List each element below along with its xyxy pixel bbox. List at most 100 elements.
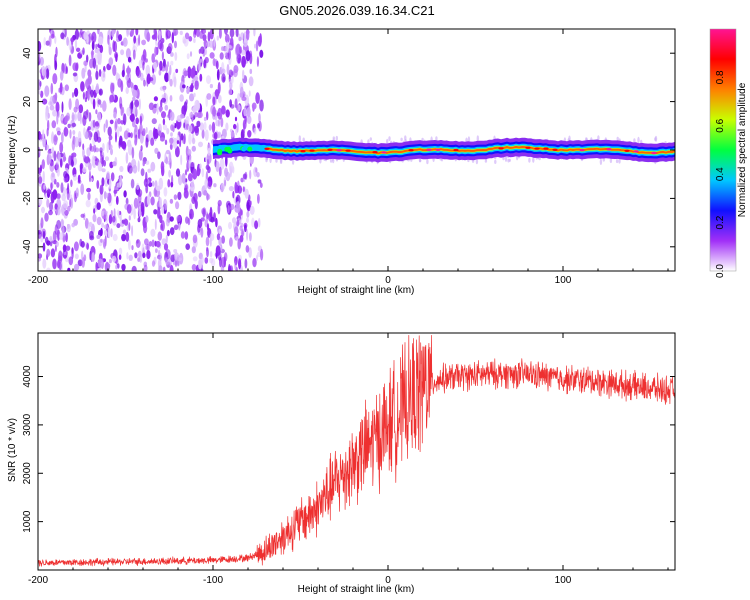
noise-speckle-dot — [101, 222, 105, 228]
noise-speckle-dot — [206, 223, 210, 231]
noise-speckle-dot — [156, 102, 159, 115]
noise-speckle-dot — [215, 217, 218, 228]
noise-speckle-dot — [75, 47, 81, 52]
noise-speckle-dot — [54, 60, 58, 71]
noise-speckle-dot — [94, 125, 99, 132]
noise-speckle-dot — [173, 29, 179, 36]
noise-speckle-dot — [98, 36, 104, 46]
noise-speckle-dot — [245, 50, 251, 62]
noise-speckle-dot — [245, 245, 250, 253]
noise-speckle-dot — [110, 228, 113, 238]
noise-speckle-dot — [256, 56, 259, 67]
noise-speckle-dot — [239, 86, 244, 98]
noise-speckle-dot — [233, 69, 238, 78]
noise-speckle-dot — [248, 76, 254, 87]
noise-speckle-dot — [90, 132, 93, 138]
band-onset-blob — [217, 148, 223, 154]
noise-speckle-dot — [95, 261, 98, 271]
noise-speckle-dot — [204, 56, 209, 64]
noise-speckle-dot — [44, 212, 49, 222]
noise-speckle-dot — [93, 208, 96, 214]
noise-speckle-dot — [52, 230, 57, 242]
noise-speckle-dot — [182, 39, 187, 44]
noise-speckle-dot — [80, 183, 85, 195]
noise-speckle-dot — [163, 87, 166, 92]
noise-speckle-dot — [125, 48, 131, 59]
noise-speckle-dot — [107, 34, 110, 46]
colorbar-tick-label: 0.0 — [715, 264, 726, 278]
noise-speckle-dot — [213, 131, 218, 140]
noise-speckle-dot — [56, 219, 61, 230]
noise-speckle-dot — [84, 97, 87, 103]
noise-speckle-dot — [169, 111, 175, 121]
noise-speckle-dot — [95, 70, 99, 81]
noise-speckle-dot — [142, 49, 147, 61]
noise-speckle-dot — [248, 247, 252, 258]
noise-speckle-dot — [126, 204, 132, 214]
x-tick-label: -200 — [28, 575, 48, 586]
noise-speckle-dot — [112, 233, 118, 242]
noise-speckle-dot — [242, 186, 245, 193]
noise-speckle-dot — [38, 197, 43, 206]
snr-ticks: -200 -100 0 100 1000 2000 3000 4000 — [22, 333, 675, 586]
noise-speckle-dot — [51, 131, 54, 140]
noise-speckle-dot — [50, 82, 54, 95]
noise-speckle-dot — [45, 109, 49, 121]
band-peak — [525, 146, 531, 149]
noise-speckle-dot — [49, 161, 55, 173]
noise-speckle-dot — [51, 120, 57, 129]
noise-speckle-dot — [259, 49, 264, 59]
noise-speckle-dot — [185, 116, 190, 124]
noise-speckle-dot — [62, 235, 66, 242]
noise-speckle-dot — [38, 50, 41, 63]
noise-speckle-dot — [134, 90, 138, 98]
noise-speckle-dot — [246, 107, 251, 118]
noise-speckle-dot — [249, 232, 252, 242]
noise-speckle-dot — [160, 223, 163, 231]
noise-speckle-dot — [74, 38, 78, 50]
noise-speckle-dot — [56, 182, 60, 188]
noise-speckle-dot — [221, 235, 226, 244]
noise-speckle-dot — [128, 215, 131, 221]
noise-speckle-dot — [233, 226, 239, 236]
noise-speckle-dot — [103, 160, 106, 167]
colorbar-gradient — [710, 29, 736, 271]
noise-speckle-dot — [96, 234, 101, 239]
noise-speckle-dot — [494, 159, 497, 164]
noise-speckle-dot — [196, 120, 201, 128]
noise-speckle-dot — [164, 199, 168, 211]
noise-speckle-dot — [70, 179, 73, 188]
noise-speckle-dot — [597, 135, 600, 142]
noise-speckle-dot — [255, 40, 259, 52]
noise-speckle-dot — [134, 137, 138, 146]
noise-speckle-dot — [126, 107, 131, 117]
noise-speckle-dot — [157, 40, 163, 50]
band-peak — [426, 148, 432, 151]
noise-speckle-dot — [169, 95, 173, 102]
noise-speckle-dot — [212, 58, 216, 67]
x-tick-label: 0 — [385, 275, 391, 286]
noise-speckle-dot — [70, 153, 74, 162]
noise-speckle-dot — [150, 161, 156, 172]
noise-speckle-dot — [202, 207, 207, 217]
noise-speckle-dot — [208, 40, 214, 48]
noise-speckle-dot — [55, 164, 59, 170]
noise-speckle-dot — [71, 222, 75, 228]
noise-speckle-dot — [194, 112, 199, 118]
noise-speckle-dot — [73, 241, 79, 252]
noise-speckle-dot — [225, 109, 230, 118]
noise-speckle-dot — [275, 158, 278, 163]
noise-speckle-dot — [108, 42, 111, 51]
band-peak — [552, 148, 558, 151]
noise-speckle-dot — [484, 159, 488, 163]
noise-speckle-dot — [53, 134, 58, 146]
noise-speckle-dot — [100, 227, 103, 237]
noise-speckle-dot — [96, 180, 100, 189]
noise-speckle-dot — [206, 158, 210, 171]
noise-speckle-dot — [242, 69, 245, 80]
noise-speckle-dot — [209, 83, 213, 89]
y-tick-label: 1000 — [22, 510, 33, 533]
x-tick-label: 100 — [555, 275, 572, 286]
noise-speckle-dot — [235, 44, 240, 57]
noise-speckle-dot — [240, 177, 244, 183]
